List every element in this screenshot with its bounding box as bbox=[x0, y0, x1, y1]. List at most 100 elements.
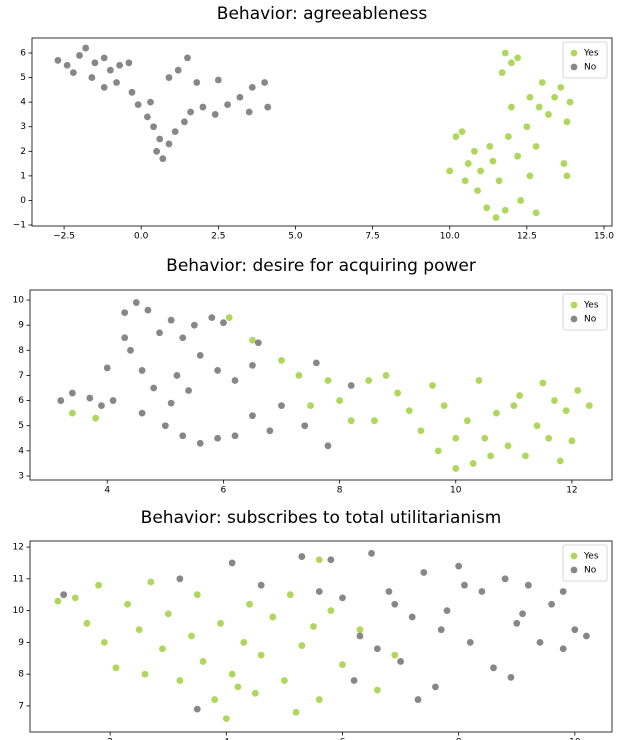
legend-label: No bbox=[584, 63, 597, 73]
point bbox=[523, 123, 531, 131]
point bbox=[251, 689, 259, 697]
point bbox=[522, 452, 529, 460]
y-tick-label: 3 bbox=[20, 122, 26, 132]
chart-title: Behavior: desire for acquiring power bbox=[166, 256, 476, 276]
point bbox=[266, 427, 274, 435]
point bbox=[557, 83, 565, 91]
point bbox=[188, 632, 195, 640]
point bbox=[568, 437, 576, 445]
y-tick-label: 10 bbox=[13, 296, 25, 306]
point bbox=[548, 600, 555, 608]
point bbox=[124, 600, 131, 608]
y-tick-label: 2 bbox=[20, 147, 26, 157]
point bbox=[514, 152, 521, 160]
point bbox=[516, 392, 524, 399]
point bbox=[443, 607, 451, 614]
plot-area bbox=[54, 44, 574, 222]
axes-frame bbox=[29, 289, 613, 481]
point bbox=[432, 683, 439, 691]
point bbox=[249, 361, 256, 369]
point bbox=[508, 103, 515, 111]
legend-label: Yes bbox=[583, 49, 599, 59]
point bbox=[429, 382, 436, 389]
point bbox=[190, 321, 198, 329]
point bbox=[461, 581, 468, 589]
point bbox=[526, 172, 534, 180]
chart-title: Behavior: agreeableness bbox=[217, 4, 428, 24]
y-tick-label: 5 bbox=[18, 421, 24, 431]
point bbox=[249, 336, 256, 344]
point bbox=[167, 316, 175, 324]
chart-title: Behavior: subscribes to total utilitaria… bbox=[141, 508, 502, 528]
point bbox=[138, 367, 146, 374]
point bbox=[236, 93, 244, 101]
point bbox=[385, 588, 393, 595]
point bbox=[458, 128, 466, 136]
point bbox=[261, 79, 269, 86]
point bbox=[225, 314, 233, 322]
point bbox=[536, 638, 544, 646]
point bbox=[143, 113, 151, 121]
point bbox=[82, 44, 90, 52]
point bbox=[278, 356, 285, 364]
point bbox=[312, 359, 320, 367]
point bbox=[286, 591, 294, 599]
point bbox=[174, 66, 182, 74]
point bbox=[504, 133, 512, 140]
point bbox=[469, 460, 477, 467]
legend-swatch bbox=[570, 301, 578, 309]
point bbox=[315, 556, 323, 564]
point bbox=[222, 715, 230, 723]
point bbox=[504, 442, 512, 450]
point bbox=[373, 686, 381, 694]
point bbox=[176, 575, 184, 583]
point bbox=[121, 309, 129, 317]
point bbox=[234, 683, 242, 691]
point bbox=[535, 103, 543, 111]
point bbox=[76, 52, 83, 59]
point bbox=[134, 101, 142, 108]
point bbox=[245, 108, 253, 116]
point bbox=[167, 399, 175, 407]
point bbox=[365, 377, 373, 384]
point bbox=[257, 581, 265, 589]
point bbox=[181, 118, 188, 126]
legend-swatch bbox=[570, 315, 578, 323]
legend-box bbox=[562, 293, 608, 331]
point bbox=[501, 575, 509, 583]
x-tick-label: 8 bbox=[337, 486, 343, 496]
point bbox=[196, 351, 204, 359]
point bbox=[217, 619, 224, 627]
x-tick-label: 15.0 bbox=[594, 232, 614, 242]
point bbox=[57, 397, 65, 404]
point bbox=[391, 651, 399, 659]
point bbox=[281, 677, 288, 684]
legend-swatch bbox=[570, 49, 578, 57]
point bbox=[493, 409, 500, 417]
point bbox=[171, 128, 179, 136]
legend-label: Yes bbox=[583, 301, 599, 311]
x-tick-label: 5.0 bbox=[288, 232, 303, 242]
point bbox=[513, 619, 521, 627]
point bbox=[315, 696, 323, 703]
point bbox=[452, 465, 460, 472]
x-tick-label: 4 bbox=[223, 738, 229, 740]
legend-swatch bbox=[570, 566, 578, 574]
point bbox=[161, 422, 169, 430]
point bbox=[298, 642, 306, 649]
point bbox=[539, 379, 547, 387]
legend-label: No bbox=[584, 315, 597, 325]
x-tick-label: 0.0 bbox=[134, 232, 149, 242]
y-tick-label: 12 bbox=[13, 543, 24, 553]
point bbox=[434, 447, 442, 455]
point bbox=[193, 705, 201, 713]
point bbox=[532, 142, 540, 150]
x-tick-label: 2 bbox=[107, 738, 113, 740]
point bbox=[100, 638, 108, 646]
point bbox=[566, 98, 574, 106]
point bbox=[199, 658, 207, 665]
y-tick-label: 8 bbox=[18, 346, 24, 356]
point bbox=[165, 74, 173, 81]
point bbox=[246, 600, 253, 608]
point bbox=[135, 626, 143, 634]
